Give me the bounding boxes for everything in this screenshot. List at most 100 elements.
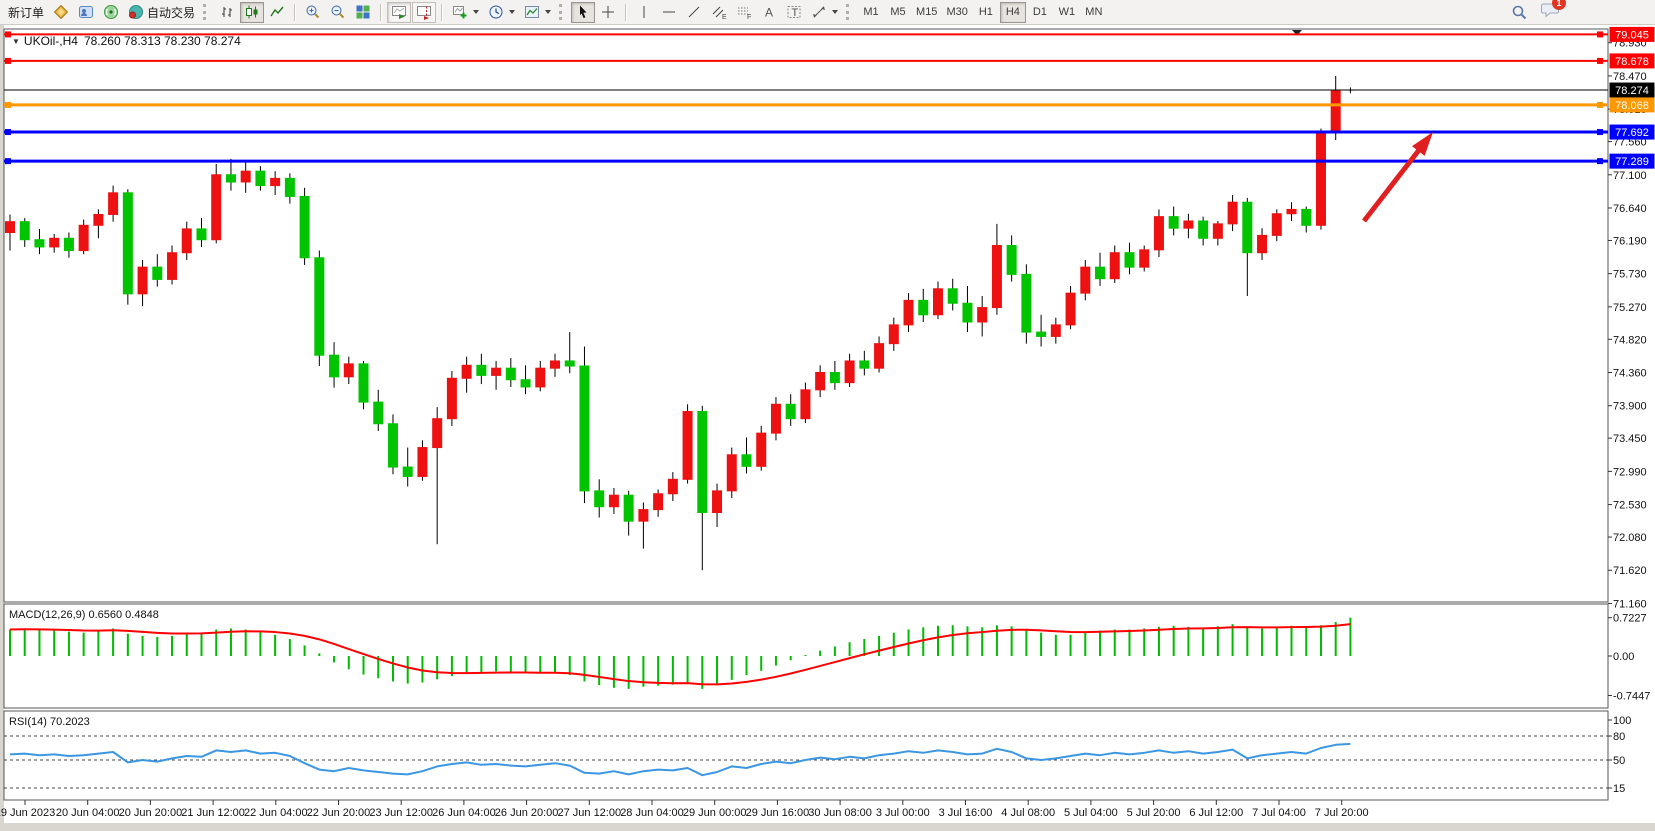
crosshair-button[interactable] (596, 2, 620, 23)
symbol-dropdown-icon[interactable]: ▼ (12, 37, 20, 46)
periods-button[interactable] (484, 2, 519, 23)
arrows-tool-button[interactable] (807, 2, 842, 23)
candle-body (903, 299, 914, 326)
timeframe-m5-button[interactable]: M5 (885, 2, 911, 23)
candle-body (888, 324, 899, 345)
timeframe-h1-button[interactable]: H1 (973, 2, 999, 23)
time-tick-label: 27 Jun 12:00 (557, 807, 621, 819)
candle-body (152, 266, 163, 280)
vertical-line-tool-button[interactable] (632, 2, 656, 23)
main-pane-border (3, 28, 1609, 603)
trend-arrow-annotation[interactable] (1362, 132, 1433, 223)
candle-body (947, 288, 958, 304)
candle-body (1227, 201, 1238, 225)
fibonacci-tool-button[interactable]: F (732, 2, 756, 23)
level-handle-right[interactable] (1597, 129, 1603, 136)
candle-body (608, 494, 619, 508)
rsi-tick-label: 15 (1613, 783, 1625, 795)
price-axis[interactable]: 78.93078.47078.01077.56077.10076.64076.1… (1608, 38, 1650, 795)
candle-body (299, 195, 310, 259)
candle-body (844, 360, 855, 384)
level-handle-left[interactable] (5, 31, 11, 38)
cursor-button[interactable] (571, 1, 596, 23)
timeframe-w1-button[interactable]: W1 (1054, 2, 1080, 23)
timeframe-m15-button[interactable]: M15 (912, 2, 941, 23)
chart-canvas: 19 Jun 2023 20 Jun 04:00 20 Jun 20:00 21 Ju… (0, 25, 1655, 831)
search-button[interactable] (1507, 2, 1532, 23)
toolbar-gripper (846, 4, 852, 20)
level-price-badge-bg (1609, 124, 1655, 140)
bar-chart-button[interactable] (215, 2, 239, 23)
arrows-tool-icon (813, 6, 826, 18)
toolbar-separator (294, 3, 297, 21)
toolbar: 新订单 自动交易 (0, 0, 1655, 25)
level-handle-right[interactable] (1597, 101, 1603, 108)
horizontal-line-tool-button[interactable] (657, 2, 681, 23)
candlestick-chart-button[interactable] (240, 1, 265, 23)
candle-body (1006, 244, 1017, 275)
signal-button[interactable] (99, 2, 123, 23)
candle-body (1095, 266, 1106, 280)
candle-body (829, 372, 840, 384)
timeframe-m1-button[interactable]: M1 (858, 2, 884, 23)
level-handle-right[interactable] (1597, 57, 1603, 64)
timeframe-h4-button[interactable]: H4 (999, 1, 1026, 23)
tile-windows-button[interactable] (351, 2, 375, 23)
indicators-button[interactable] (448, 2, 483, 23)
candle-body (1286, 208, 1297, 215)
timeframe-mn-button[interactable]: MN (1081, 2, 1107, 23)
new-order-button[interactable]: 新订单 (4, 2, 48, 23)
level-handle-left[interactable] (5, 57, 11, 64)
candle-body (1153, 216, 1164, 251)
candle-body (491, 367, 502, 376)
candle-body (211, 174, 222, 241)
current-price-badge: 78.274 (1615, 85, 1649, 97)
profile-button[interactable] (74, 2, 98, 23)
candle-body (270, 177, 281, 187)
level-handle-left[interactable] (5, 101, 11, 108)
templates-button[interactable] (520, 2, 555, 23)
auto-trading-button[interactable]: 自动交易 (124, 2, 199, 23)
zoom-out-button[interactable] (326, 2, 350, 23)
channel-tool-button[interactable]: E (707, 2, 731, 23)
macd-indicator-label: MACD(12,26,9) 0.6560 0.4848 (9, 609, 159, 621)
gold-diamond-button[interactable] (49, 2, 73, 23)
text-label-tool-button[interactable]: T (782, 2, 806, 23)
trendline-tool-button[interactable] (682, 2, 706, 23)
level-handle-right[interactable] (1597, 158, 1603, 165)
level-handle-left[interactable] (5, 129, 11, 136)
chat-button[interactable]: 1 (1540, 0, 1566, 23)
candle-body (756, 432, 767, 467)
text-tool-button[interactable]: A (757, 2, 781, 23)
indicators-icon (453, 6, 467, 19)
svg-text:A: A (765, 6, 773, 20)
timeframe-d1-button[interactable]: D1 (1027, 2, 1053, 23)
candle-body (314, 257, 325, 356)
chart-shift-button[interactable] (412, 1, 437, 23)
time-tick-label: 22 Jun 04:00 (244, 807, 308, 819)
notification-badge: 1 (1552, 0, 1566, 10)
time-axis[interactable]: 19 Jun 2023 20 Jun 04:00 20 Jun 20:00 21 Ju… (0, 800, 1369, 819)
price-tick-label: 77.560 (1613, 137, 1647, 149)
arrow-shaft[interactable] (1362, 148, 1421, 223)
level-handle-right[interactable] (1597, 31, 1603, 38)
auto-scroll-button[interactable] (387, 1, 412, 23)
window-bottom-edge (0, 823, 1655, 831)
horizontal-level-lines[interactable]: 79.045 78.678 78.068 77.692 77.289 (4, 26, 1655, 169)
zoom-in-button[interactable] (301, 2, 325, 23)
time-tick-label: 6 Jul 12:00 (1189, 807, 1243, 819)
candle-body (962, 302, 973, 323)
level-handle-left[interactable] (5, 158, 11, 165)
candle-body (19, 221, 30, 241)
time-tick-label: 7 Jul 20:00 (1315, 807, 1369, 819)
auto-trading-label: 自动交易 (147, 5, 196, 20)
arrow-head[interactable] (1412, 132, 1433, 156)
price-tick-label: 74.360 (1613, 368, 1647, 380)
timeframe-m30-button[interactable]: M30 (942, 2, 971, 23)
line-chart-button[interactable] (265, 2, 289, 23)
time-tick-label: 5 Jul 20:00 (1127, 807, 1181, 819)
candle-body (1036, 331, 1047, 337)
level-price-badge: 78.068 (1615, 100, 1649, 112)
search-icon (1512, 5, 1527, 19)
time-tick-label: 20 Jun 04:00 (56, 807, 120, 819)
